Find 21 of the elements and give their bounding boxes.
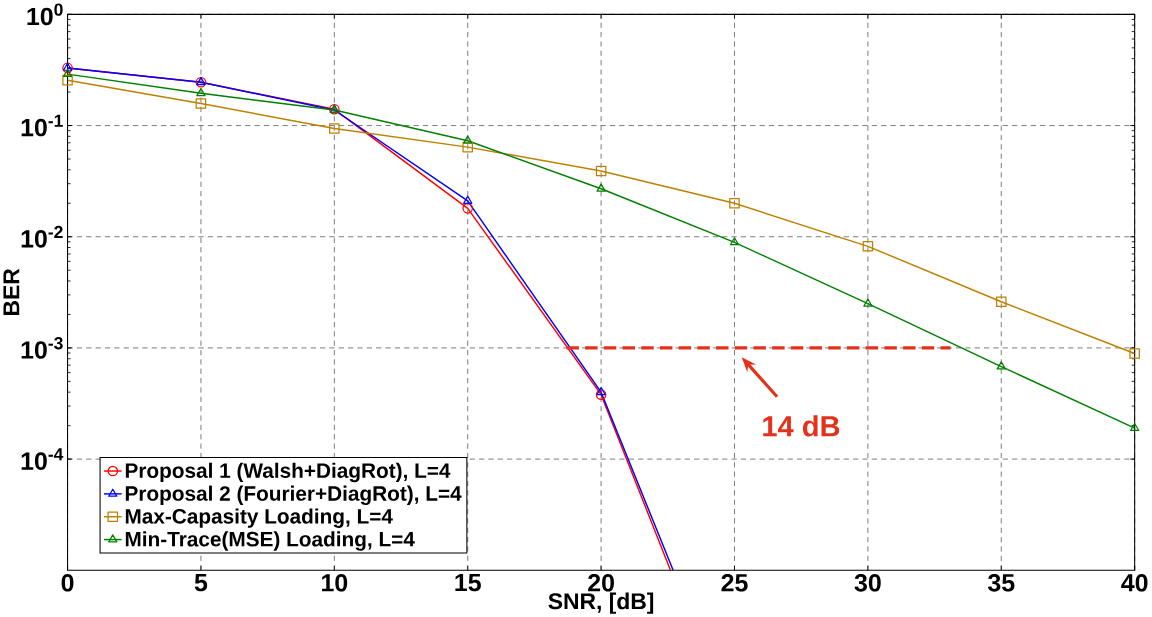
x-tick-label: 20 <box>588 573 614 592</box>
y-tick-label: 10$^{-3}$ <box>21 336 63 359</box>
y-tick-label: 10$^{0}$ <box>27 3 63 26</box>
y-tick-label: 10$^{-2}$ <box>21 225 63 248</box>
x-tick-label: 10 <box>322 573 348 592</box>
x-tick-label: 35 <box>987 573 1015 592</box>
legend-label: Max-Capasity Loading, L=4 <box>125 508 393 528</box>
x-tick-label: 0 <box>61 573 74 592</box>
x-tick-label: 25 <box>721 573 748 592</box>
y-tick-label: 10$^{-1}$ <box>21 114 63 137</box>
x-tick-label: 40 <box>1121 573 1148 592</box>
y-axis-title: BER <box>3 268 20 315</box>
legend-label: Proposal 2 (Fourier+DiagRot), L=4 <box>125 485 462 505</box>
legend-label: Min-Trace(MSE) Loading, L=4 <box>125 531 415 551</box>
x-tick-label: 30 <box>854 573 881 592</box>
x-tick-label: 15 <box>455 573 481 592</box>
annotation: 14 dB <box>763 415 840 437</box>
x-tick-label: 5 <box>194 573 208 592</box>
y-tick-label: 10$^{-4}$ <box>21 448 64 470</box>
legend-label: Proposal 1 (Walsh+DiagRot), L=4 <box>125 462 451 483</box>
x-axis-title: SNR, [dB] <box>548 592 654 614</box>
